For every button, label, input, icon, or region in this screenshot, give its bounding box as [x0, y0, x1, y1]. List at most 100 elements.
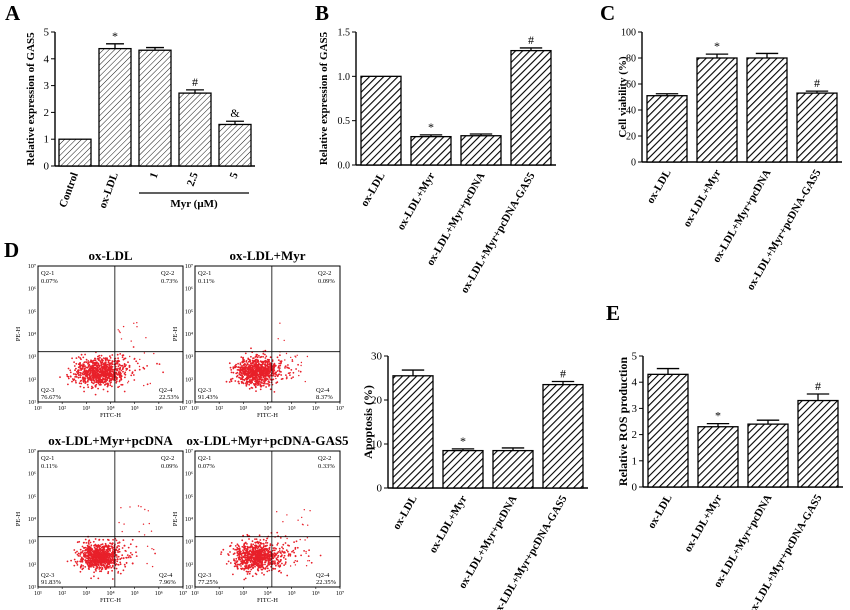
y-tick-label: 20 — [371, 395, 383, 407]
flow-y-tick-label: 10⁶ — [185, 472, 193, 478]
quadrant-q2-name: Q2-2 — [318, 270, 331, 277]
flow-y-axis-label: PE-H — [172, 326, 179, 341]
flow-plot-title: ox-LDL+Myr — [229, 248, 305, 263]
category-label-2: ox-LDL+Myr+pcDNA — [710, 167, 773, 264]
flow-x-tick-label: 10⁶ — [312, 591, 320, 597]
flow-plot-0: ox-LDL Q2-10.07% Q2-20.73% Q2-376.67% Q2-422… — [15, 248, 187, 419]
significance-mark-1: * — [112, 29, 118, 43]
bar-0 — [392, 375, 434, 489]
y-tick-label: 3 — [632, 403, 638, 415]
quadrant-q2-name: Q2-2 — [161, 270, 174, 277]
quadrant-q3-name: Q2-3 — [41, 387, 54, 394]
flow-x-tick-label: 10⁷ — [336, 591, 344, 597]
flow-plot-frame — [37, 265, 184, 403]
flow-x-tick-label: 10² — [58, 406, 66, 412]
panel-a-bar-chart: 0 1 2 3 4 5 Relative expression of GAS5 Control… — [25, 27, 255, 210]
category-label-4: 5 — [228, 170, 241, 180]
flow-x-tick-label: 10⁵ — [131, 406, 139, 412]
flow-y-tick-label: 10⁷ — [185, 264, 193, 270]
quadrant-q1-name: Q2-1 — [41, 455, 54, 462]
category-label-0: ox-LDL — [359, 171, 388, 209]
flow-plot-events — [66, 505, 157, 580]
quadrant-q1-value: 0.07% — [41, 278, 58, 285]
quadrant-q4-name: Q2-4 — [159, 387, 173, 394]
category-label-1: ox-LDL+Myr — [682, 492, 725, 554]
flow-x-tick-label: 10⁴ — [263, 591, 271, 597]
flow-y-tick-label: 10³ — [28, 355, 36, 361]
flow-x-tick-label: 10¹ — [191, 591, 199, 597]
y-tick-label: 80 — [626, 54, 636, 65]
flow-y-tick-label: 10⁵ — [185, 309, 193, 315]
panel-d-letter: D — [4, 238, 19, 262]
quadrant-q3-name: Q2-3 — [198, 387, 211, 394]
y-tick-label: 20 — [626, 132, 636, 143]
flow-y-axis-label: PE-H — [15, 511, 22, 526]
flow-x-tick-label: 10² — [215, 406, 223, 412]
y-tick-label: 2 — [632, 429, 638, 441]
y-tick-label: 1.0 — [338, 72, 351, 83]
quadrant-q1-name: Q2-1 — [198, 270, 211, 277]
flow-x-tick-label: 10⁴ — [263, 406, 271, 412]
y-tick-label: 4 — [44, 53, 50, 65]
flow-plot-events — [220, 509, 322, 581]
quadrant-q4-name: Q2-4 — [159, 572, 173, 579]
category-label-2: ox-LDL+Myr+pcDNA — [711, 492, 774, 589]
category-label-0: ox-LDL — [391, 494, 420, 532]
y-tick-label: 0.5 — [338, 116, 351, 127]
flow-y-tick-label: 10⁷ — [28, 449, 36, 455]
quadrant-q3-name: Q2-3 — [198, 572, 211, 579]
significance-mark-3: # — [814, 76, 820, 90]
quadrant-q4-value: 7.96% — [159, 579, 176, 586]
quadrant-q2-value: 0.73% — [161, 278, 178, 285]
flow-x-tick-label: 10² — [215, 591, 223, 597]
flow-x-tick-label: 10⁵ — [288, 406, 296, 412]
bar-4 — [218, 123, 252, 167]
flow-x-tick-label: 10⁵ — [131, 591, 139, 597]
y-tick-label: 1 — [632, 455, 638, 467]
flow-y-tick-label: 10⁷ — [28, 264, 36, 270]
flow-x-tick-label: 10³ — [82, 591, 90, 597]
flow-y-tick-label: 10⁴ — [185, 517, 193, 523]
significance-mark-3: # — [528, 33, 534, 47]
panel-b-bar-chart: 0.0 0.5 1.0 1.5 Relative expression of GAS5 o… — [318, 28, 556, 295]
category-label-2: ox-LDL+Myr+pcDNA — [456, 493, 519, 590]
y-tick-label: 0 — [377, 483, 383, 495]
y-tick-label: 10 — [371, 439, 383, 451]
y-tick-label: 3 — [44, 80, 50, 92]
y-tick-label: 0 — [632, 482, 638, 494]
y-tick-label: 4 — [632, 377, 638, 389]
flow-plot-1: ox-LDL+Myr Q2-10.11% Q2-20.09% Q2-391.43% Q2… — [172, 248, 344, 419]
flow-y-tick-label: 10⁶ — [28, 472, 36, 478]
bar-1 — [442, 449, 484, 489]
flow-plot-frame — [194, 265, 341, 403]
y-axis-label: Relative expression of GAS5 — [25, 32, 37, 166]
flow-x-tick-label: 10² — [58, 591, 66, 597]
y-tick-label: 60 — [626, 80, 636, 91]
y-tick-label: 0 — [44, 161, 50, 173]
y-tick-label: 1.5 — [338, 28, 351, 39]
significance-mark-1: * — [715, 409, 721, 423]
flow-x-axis-label: FITC-H — [100, 412, 121, 419]
y-tick-label: 0.0 — [338, 161, 351, 172]
quadrant-q4-value: 8.37% — [316, 394, 333, 401]
y-tick-label: 30 — [371, 351, 383, 363]
bar-2 — [492, 449, 534, 489]
flow-y-tick-label: 10¹ — [28, 400, 36, 406]
flow-plot-title: ox-LDL — [88, 248, 132, 263]
category-label-3: 2.5 — [185, 170, 201, 187]
quadrant-q2-name: Q2-2 — [318, 455, 331, 462]
flow-y-tick-label: 10¹ — [185, 585, 193, 591]
flow-x-tick-label: 10⁶ — [312, 406, 320, 412]
significance-mark-3: # — [560, 367, 566, 381]
flow-y-tick-label: 10² — [185, 377, 193, 383]
significance-mark-1: * — [460, 434, 466, 448]
flow-x-axis-label: FITC-H — [100, 597, 121, 604]
bar-0 — [360, 75, 402, 166]
quadrant-q4-value: 22.53% — [159, 394, 180, 401]
flow-plot-frame — [37, 450, 184, 588]
bar-3 — [542, 383, 584, 489]
quadrant-q2-name: Q2-2 — [161, 455, 174, 462]
flow-x-tick-label: 10¹ — [34, 406, 42, 412]
flow-y-tick-label: 10⁴ — [185, 332, 193, 338]
